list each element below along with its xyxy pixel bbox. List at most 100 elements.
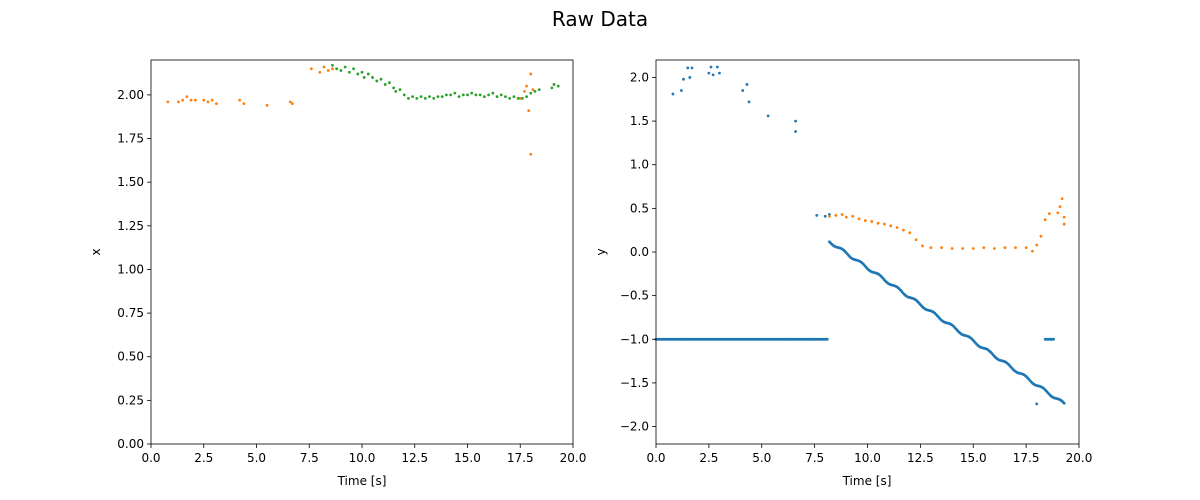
right-series-1-point — [834, 213, 838, 217]
right-series-0-point — [815, 213, 819, 217]
right-series-1-point — [1047, 212, 1051, 216]
right-series-0-point — [688, 76, 692, 79]
left-series-1-point — [362, 76, 366, 79]
left-series-1-point — [394, 90, 398, 93]
right-series-1-point — [1056, 211, 1060, 215]
right-series-0-point — [825, 337, 829, 341]
left-series-1-point — [398, 88, 402, 92]
right-series-1-point — [870, 220, 874, 223]
left-series-1-point — [379, 77, 383, 81]
right-x-tick-label: 7.5 — [805, 451, 824, 465]
right-y-tick-label: 0.5 — [630, 201, 649, 215]
left-series-1-point — [347, 70, 351, 74]
right-data-points — [654, 65, 1066, 406]
left-series-1-point — [402, 93, 406, 97]
right-series-1-point — [889, 224, 893, 228]
left-series-0-point — [210, 98, 214, 102]
left-data-points — [166, 63, 560, 156]
right-y-tick-label: −0.5 — [620, 289, 649, 303]
right-x-tick-label: 10.0 — [854, 451, 881, 465]
right-y-tick-label: 1.5 — [630, 114, 649, 128]
right-series-1-point — [844, 215, 848, 219]
left-series-1-point — [360, 70, 364, 74]
left-series-0-point — [523, 90, 526, 93]
left-series-1-point — [512, 95, 516, 99]
left-series-1-point — [335, 67, 339, 71]
left-series-0-point — [529, 72, 533, 76]
right-x-tick-label: 5.0 — [752, 451, 771, 465]
right-series-1-point — [1039, 234, 1043, 238]
right-series-1-point — [993, 247, 996, 250]
left-series-1-point — [487, 93, 490, 97]
right-x-axis-label: Time [s] — [842, 474, 892, 488]
left-series-1-point — [428, 95, 431, 99]
left-series-1-point — [339, 69, 343, 72]
left-series-0-point — [527, 109, 531, 113]
right-series-1-point — [1058, 205, 1062, 209]
left-x-tick-label: 15.0 — [454, 451, 481, 465]
right-scatter-plot: Time [s] y 0.0 2.5 5.0 7.5 10.0 12.5 15.0 17.5 2… — [594, 59, 1092, 488]
left-series-1-point — [411, 95, 415, 99]
left-series-1-point — [499, 93, 503, 97]
left-series-1-point — [383, 83, 387, 86]
right-y-tick-label: 2.0 — [630, 70, 649, 84]
right-series-0-point — [707, 71, 711, 75]
left-x-axis-label: Time [s] — [337, 474, 387, 488]
left-series-1-point — [407, 97, 410, 100]
right-axes-frame — [655, 59, 1080, 445]
right-series-1-point — [971, 247, 975, 250]
right-series-0-point — [741, 89, 745, 92]
left-x-tick-label: 10.0 — [349, 451, 376, 465]
right-series-0-point — [823, 214, 827, 218]
left-x-tick-label: 12.5 — [401, 451, 428, 465]
left-y-tick-label: 0.00 — [117, 437, 144, 451]
right-series-1-point — [1024, 246, 1028, 250]
right-x-tick-label: 17.5 — [1013, 451, 1040, 465]
left-series-0-point — [322, 65, 326, 69]
left-series-1-point — [508, 97, 512, 100]
right-series-1-point — [851, 214, 855, 218]
left-series-0-point — [242, 102, 246, 106]
right-x-tick-label: 0.0 — [646, 451, 665, 465]
right-series-0-point — [1062, 401, 1066, 405]
left-series-1-point — [419, 95, 423, 99]
right-series-0-point — [747, 100, 751, 104]
left-series-1-point — [392, 86, 396, 90]
left-y-tick-label: 1.00 — [117, 262, 144, 276]
left-series-1-point — [474, 93, 478, 97]
right-series-1-point — [982, 246, 986, 250]
left-series-1-point — [516, 97, 520, 100]
right-series-0-point — [671, 92, 675, 96]
left-series-0-point — [531, 88, 535, 92]
left-series-1-point — [491, 91, 495, 95]
right-series-1-point — [1062, 222, 1066, 226]
right-series-1-point — [1031, 249, 1034, 253]
right-x-tick-label: 2.5 — [699, 451, 718, 465]
left-series-0-point — [290, 102, 294, 106]
left-y-tick-label: 1.75 — [117, 132, 144, 146]
left-series-0-point — [309, 67, 313, 71]
right-series-1-point — [863, 219, 867, 222]
left-series-0-point — [193, 98, 197, 102]
right-series-0-point — [715, 65, 719, 69]
left-series-1-point — [457, 95, 461, 99]
right-series-0-point — [711, 73, 715, 77]
right-series-1-point — [908, 231, 912, 235]
left-series-1-point — [537, 88, 541, 92]
right-x-tick-label: 12.5 — [907, 451, 934, 465]
left-series-1-point — [525, 95, 528, 99]
left-y-tick-label: 2.00 — [117, 88, 144, 102]
left-series-0-point — [318, 70, 322, 74]
right-series-0-point — [766, 114, 770, 118]
right-series-1-point — [1062, 215, 1066, 219]
right-series-1-point — [1060, 197, 1064, 201]
left-series-0-point — [238, 98, 242, 102]
left-y-tick-label: 0.25 — [117, 393, 144, 407]
left-series-0-point — [326, 69, 330, 72]
left-series-1-point — [482, 95, 486, 99]
left-series-1-point — [436, 95, 440, 99]
right-series-1-point — [1035, 243, 1039, 247]
left-series-0-point — [166, 100, 170, 104]
left-series-1-point — [440, 95, 444, 99]
